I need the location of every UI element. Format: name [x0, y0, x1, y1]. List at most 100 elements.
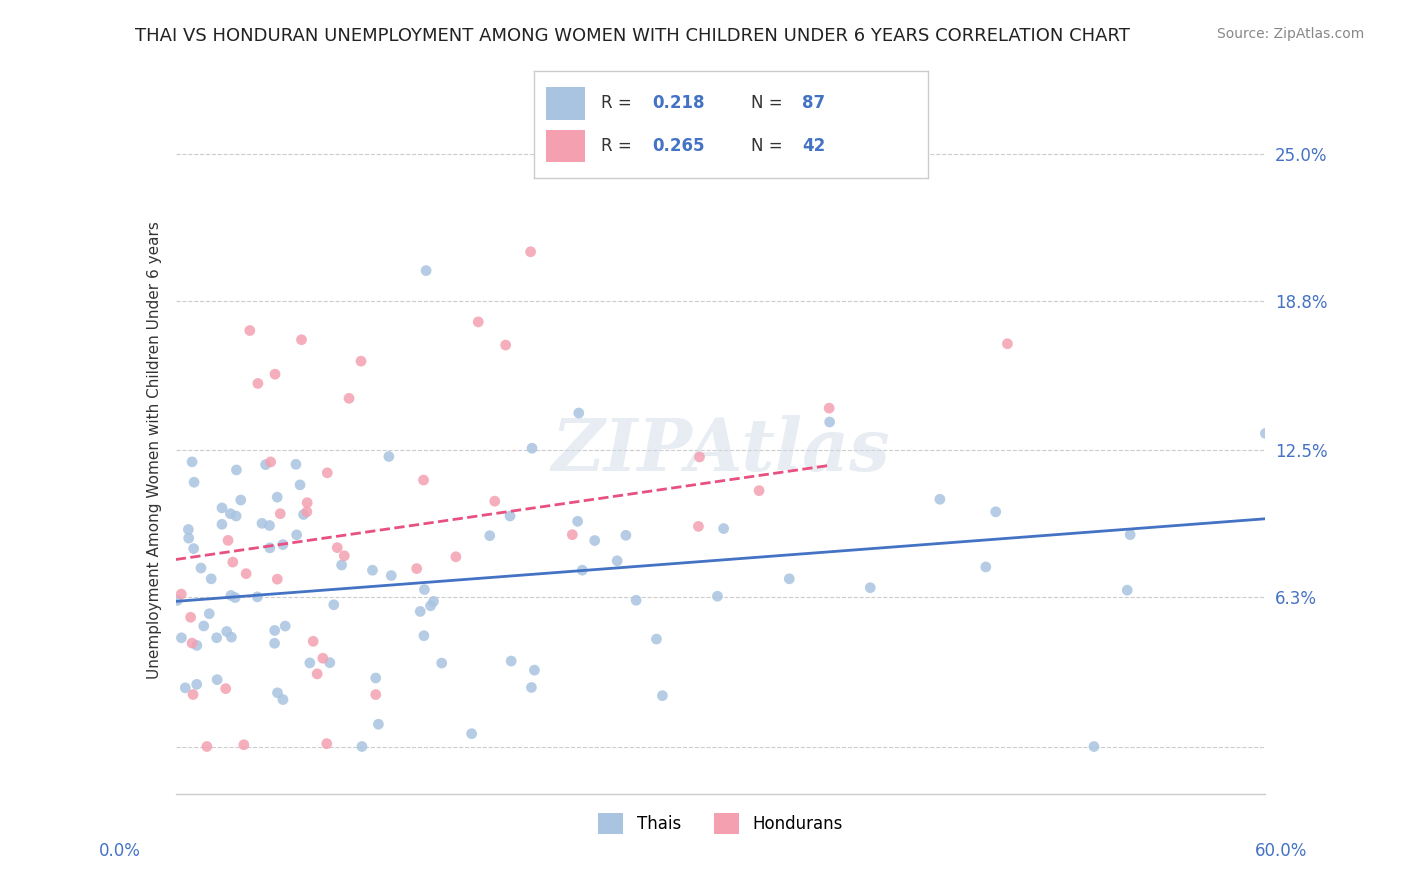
Point	[271, 692, 294, 706]
Text: ZIPAtlas: ZIPAtlas	[551, 415, 890, 486]
Point	[193, 619, 215, 633]
Point	[219, 589, 242, 603]
Point	[195, 739, 218, 754]
Text: Source: ZipAtlas.com: Source: ZipAtlas.com	[1216, 27, 1364, 41]
Point	[198, 607, 221, 621]
Point	[478, 529, 501, 543]
Point	[295, 496, 318, 510]
Text: R =: R =	[602, 137, 637, 155]
Point	[295, 505, 318, 519]
Point	[312, 651, 335, 665]
Point	[567, 514, 589, 528]
Point	[405, 561, 427, 575]
Point	[361, 563, 384, 577]
Point	[412, 473, 434, 487]
Point	[713, 522, 735, 536]
Point	[224, 591, 246, 605]
Point	[259, 518, 281, 533]
Point	[183, 475, 205, 490]
Point	[364, 688, 387, 702]
Point	[205, 673, 228, 687]
Point	[170, 631, 193, 645]
Point	[181, 636, 204, 650]
Point	[706, 589, 728, 603]
Point	[413, 629, 436, 643]
Point	[974, 560, 997, 574]
Point	[583, 533, 606, 548]
Point	[266, 572, 288, 586]
Point	[232, 738, 254, 752]
FancyBboxPatch shape	[546, 87, 585, 120]
Point	[259, 455, 281, 469]
Point	[180, 610, 202, 624]
Point	[250, 516, 273, 531]
Point	[568, 406, 591, 420]
Text: 42: 42	[801, 137, 825, 155]
Point	[778, 572, 800, 586]
Point	[221, 630, 243, 644]
Point	[290, 333, 312, 347]
Point	[350, 354, 373, 368]
Point	[246, 590, 269, 604]
Point	[571, 563, 593, 577]
Point	[225, 463, 247, 477]
Point	[181, 455, 204, 469]
Text: N =: N =	[751, 95, 787, 112]
Point	[520, 442, 543, 456]
Point	[190, 561, 212, 575]
Point	[561, 527, 583, 541]
Point	[211, 517, 233, 532]
Point	[499, 508, 522, 523]
Point	[222, 555, 245, 569]
Point	[263, 624, 285, 638]
Point	[285, 528, 308, 542]
Point	[174, 681, 197, 695]
Point	[645, 632, 668, 646]
Text: 0.265: 0.265	[652, 137, 704, 155]
Point	[520, 681, 543, 695]
Point	[606, 554, 628, 568]
Point	[186, 677, 208, 691]
Point	[302, 634, 325, 648]
Point	[413, 582, 436, 597]
Legend: Thais, Hondurans: Thais, Hondurans	[592, 807, 849, 840]
Point	[235, 566, 257, 581]
Point	[651, 689, 673, 703]
Point	[1119, 527, 1142, 541]
Point	[467, 315, 489, 329]
Point	[1254, 426, 1277, 441]
Y-axis label: Unemployment Among Women with Children Under 6 years: Unemployment Among Women with Children U…	[146, 221, 162, 680]
Point	[274, 619, 297, 633]
Point	[1116, 583, 1139, 598]
Point	[215, 681, 238, 696]
Point	[501, 654, 523, 668]
Point	[170, 587, 193, 601]
Point	[337, 392, 360, 406]
Point	[263, 636, 285, 650]
Point	[748, 483, 770, 498]
Point	[519, 244, 541, 259]
Point	[689, 450, 711, 464]
Point	[333, 549, 356, 563]
Point	[205, 631, 228, 645]
Point	[259, 541, 281, 555]
Point	[177, 531, 200, 545]
Point	[215, 624, 238, 639]
Point	[415, 263, 437, 277]
Text: 0.0%: 0.0%	[98, 842, 141, 860]
Point	[217, 533, 239, 548]
FancyBboxPatch shape	[546, 130, 585, 162]
Point	[225, 509, 247, 524]
Point	[484, 494, 506, 508]
Point	[409, 604, 432, 618]
Point	[688, 519, 710, 533]
Point	[186, 639, 208, 653]
Point	[350, 739, 373, 754]
Point	[319, 656, 342, 670]
Point	[246, 376, 269, 391]
Point	[292, 508, 315, 522]
Text: THAI VS HONDURAN UNEMPLOYMENT AMONG WOMEN WITH CHILDREN UNDER 6 YEARS CORRELATIO: THAI VS HONDURAN UNEMPLOYMENT AMONG WOME…	[135, 27, 1130, 45]
Point	[219, 507, 242, 521]
Point	[1083, 739, 1105, 754]
Point	[367, 717, 389, 731]
